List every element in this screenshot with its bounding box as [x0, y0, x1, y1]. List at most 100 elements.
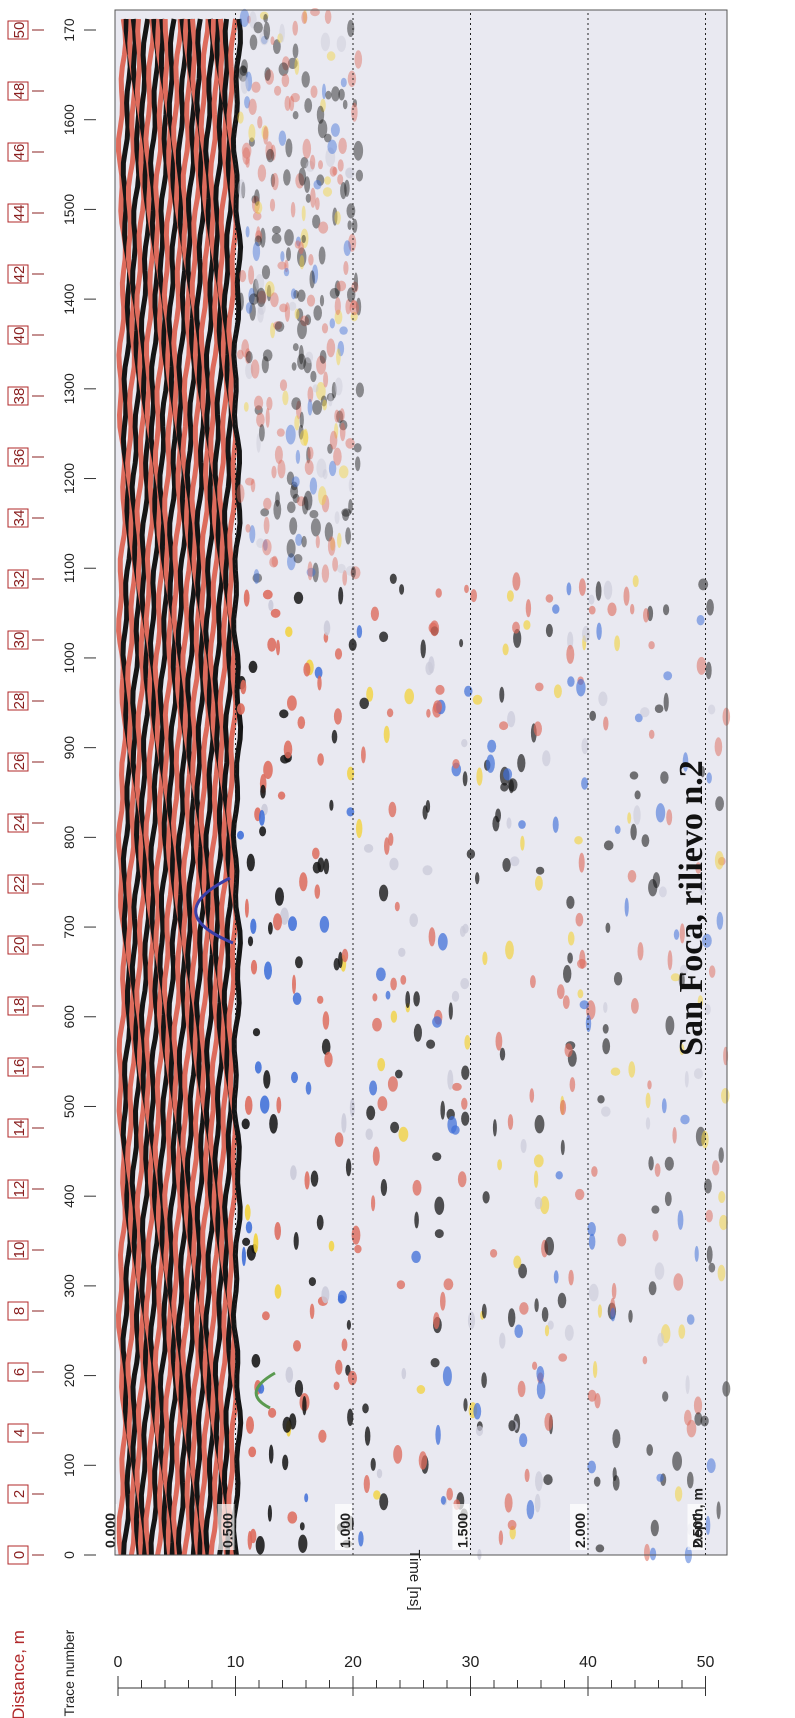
reflector-blob [446, 1488, 453, 1501]
trace-tick-label: 1400 [61, 283, 77, 314]
reflector-blob [251, 359, 260, 378]
reflector-blob [662, 1098, 667, 1113]
reflector-blob [707, 1246, 713, 1264]
reflector-blob [295, 240, 301, 248]
reflector-blob [299, 168, 307, 186]
reflector-blob [395, 1070, 403, 1079]
reflector-blob [390, 1122, 399, 1133]
trace-tick-label: 700 [61, 915, 77, 939]
reflector-blob [704, 1179, 712, 1194]
reflector-blob [707, 1458, 716, 1473]
reflector-blob [377, 1469, 382, 1478]
reflector-blob [262, 539, 271, 555]
time-tick-label: 20 [344, 1654, 362, 1671]
reflector-blob [277, 428, 285, 436]
reflector-blob [706, 599, 714, 616]
reflector-blob [289, 517, 297, 535]
reflector-blob [237, 112, 243, 124]
reflector-blob [536, 867, 544, 875]
distance-tick-label: 30 [11, 632, 28, 649]
reflector-blob [464, 1035, 470, 1050]
reflector-blob [443, 1366, 452, 1386]
reflector-blob [350, 1099, 355, 1117]
reflector-blob [655, 1262, 665, 1279]
reflector-blob [298, 716, 306, 729]
reflector-blob [384, 726, 390, 743]
reflector-blob [302, 206, 306, 222]
reflector-blob [530, 1088, 535, 1103]
reflector-blob [250, 1529, 256, 1543]
reflector-blob [640, 707, 649, 717]
reflector-blob [563, 995, 570, 1009]
reflector-blob [277, 262, 286, 270]
reflector-blob [351, 300, 357, 310]
reflector-blob [644, 1544, 650, 1561]
reflector-blob [617, 1234, 626, 1247]
depth-label: 0.000 [102, 1513, 118, 1548]
distance-tick-label: 0 [11, 1551, 28, 1559]
reflector-blob [633, 575, 639, 587]
reflector-blob [447, 1116, 457, 1134]
reflector-blob [341, 508, 351, 517]
reflector-blob [310, 188, 316, 208]
reflector-blob [719, 1147, 724, 1163]
reflector-blob [304, 1493, 308, 1502]
reflector-blob [270, 292, 279, 307]
reflector-blob [325, 10, 332, 24]
reflector-blob [372, 1018, 382, 1032]
reflector-blob [268, 1408, 276, 1418]
reflector-blob [338, 587, 343, 605]
reflector-blob [333, 448, 342, 466]
reflector-blob [613, 1475, 620, 1491]
reflector-blob [301, 11, 307, 24]
reflector-blob [447, 1070, 453, 1090]
reflector-blob [444, 1278, 454, 1290]
reflector-blob [390, 574, 397, 584]
reflector-blob [397, 1280, 405, 1289]
reflector-blob [263, 1070, 270, 1089]
reflector-blob [274, 1222, 281, 1240]
reflector-blob [666, 809, 672, 825]
reflector-blob [715, 737, 723, 756]
reflector-blob [535, 1494, 541, 1513]
reflector-blob [435, 685, 444, 695]
reflector-blob [423, 865, 433, 875]
reflector-blob [324, 620, 331, 635]
reflector-blob [576, 679, 585, 697]
reflector-blob [334, 958, 340, 970]
reflector-blob [500, 783, 508, 792]
reflector-blob [651, 1520, 659, 1537]
reflector-blob [330, 318, 335, 328]
reflector-blob [610, 1308, 615, 1322]
reflector-blob [527, 1500, 535, 1519]
reflector-blob [379, 632, 388, 643]
reflector-blob [630, 771, 639, 779]
reflector-blob [665, 1192, 672, 1206]
reflector-blob [607, 603, 616, 617]
distance-tick-label: 20 [11, 937, 28, 954]
reflector-blob [295, 309, 300, 320]
reflector-blob [251, 82, 260, 93]
reflector-blob [318, 222, 328, 234]
reflector-blob [643, 1356, 648, 1364]
reflector-blob [287, 1511, 297, 1523]
reflector-blob [582, 626, 590, 642]
reflector-blob [315, 884, 321, 898]
reflector-blob [307, 295, 315, 307]
reflector-blob [365, 1426, 371, 1445]
reflector-blob [712, 1160, 719, 1175]
reflector-blob [642, 834, 650, 847]
trace-tick-label: 800 [61, 825, 77, 849]
reflector-blob [631, 998, 639, 1014]
reflector-blob [567, 676, 574, 687]
reflector-blob [463, 1398, 467, 1411]
reflector-blob [263, 498, 271, 510]
reflector-blob [517, 754, 525, 772]
reflector-blob [523, 620, 530, 630]
reflector-blob [715, 796, 724, 811]
distance-tick-label: 22 [11, 876, 28, 893]
reflector-blob [433, 1312, 440, 1329]
reflector-blob [440, 1101, 445, 1120]
reflector-blob [354, 273, 358, 292]
reflector-blob [324, 1052, 332, 1068]
